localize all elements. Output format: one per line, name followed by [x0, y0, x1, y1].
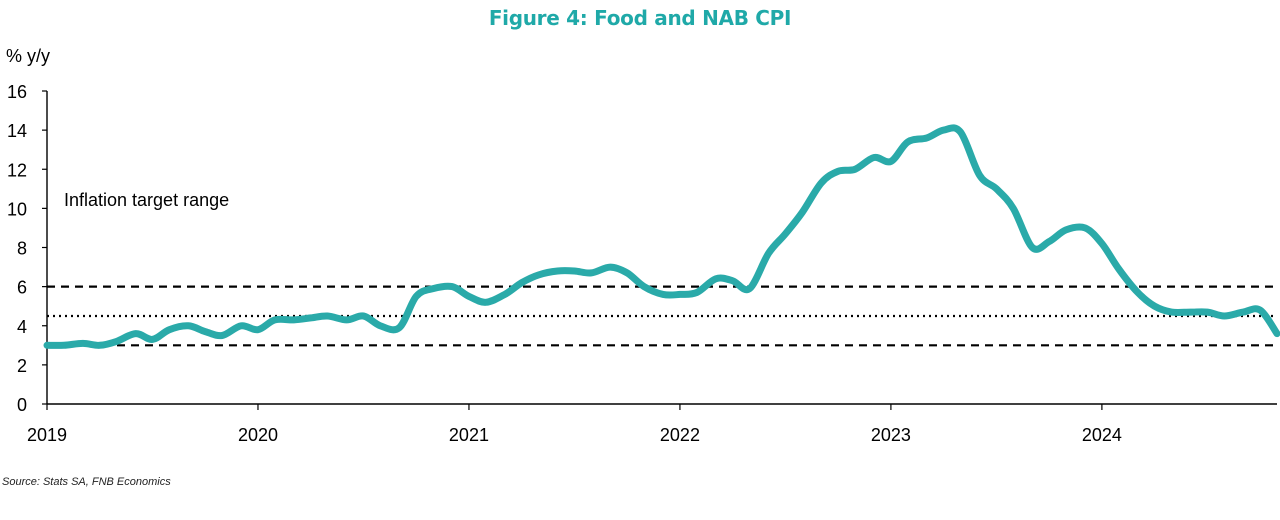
data-point	[205, 331, 206, 332]
y-tick-label: 14	[7, 121, 27, 141]
data-point	[504, 294, 505, 295]
data-point	[1154, 306, 1155, 307]
data-point	[363, 316, 364, 317]
data-point	[732, 280, 733, 281]
y-tick-label: 16	[7, 82, 27, 102]
data-point	[293, 319, 294, 320]
data-point	[663, 294, 664, 295]
x-tick-label: 2022	[660, 425, 700, 445]
y-tick-label: 10	[7, 199, 27, 219]
data-point	[169, 329, 170, 330]
data-point	[979, 175, 980, 176]
data-point	[433, 288, 434, 289]
data-point	[274, 319, 275, 320]
y-tick-label: 4	[17, 317, 27, 337]
data-point	[399, 327, 400, 328]
data-point	[1013, 208, 1014, 209]
data-point	[926, 137, 927, 138]
data-point	[1118, 269, 1119, 270]
data-point	[610, 267, 611, 268]
data-point	[188, 325, 189, 326]
y-tick-label: 12	[7, 160, 27, 180]
x-tick-label: 2021	[449, 425, 489, 445]
y-tick-label: 6	[17, 278, 27, 298]
y-tick-label: 2	[17, 356, 27, 376]
data-point	[1260, 310, 1261, 311]
data-point	[1137, 292, 1138, 293]
x-tick-label: 2023	[871, 425, 911, 445]
data-point	[1101, 243, 1102, 244]
chart-plot: 0 2 4 6 8 10 12 14 16 2019 2020 2021 2022 2023 2024 In…	[7, 82, 1280, 445]
data-point	[1243, 312, 1244, 313]
data-point	[469, 296, 470, 297]
data-point	[485, 302, 486, 303]
data-point	[943, 130, 944, 131]
data-point	[768, 253, 769, 254]
chart-title: Figure 4: Food and NAB CPI	[488, 6, 792, 30]
data-point	[310, 317, 311, 318]
x-tick-label: 2020	[238, 425, 278, 445]
data-point	[838, 171, 839, 172]
reference-lines	[47, 285, 1277, 347]
data-point	[258, 329, 259, 330]
data-point	[538, 274, 539, 275]
data-point	[996, 188, 997, 189]
data-point	[152, 339, 153, 340]
data-point	[557, 271, 558, 272]
data-point	[802, 212, 803, 213]
data-point	[960, 132, 961, 133]
data-point	[1066, 229, 1067, 230]
data-point	[591, 272, 592, 273]
data-point	[715, 278, 716, 279]
data-point	[627, 272, 628, 273]
data-point	[821, 182, 822, 183]
data-point	[116, 341, 117, 342]
data-point	[749, 288, 750, 289]
data-point	[452, 286, 453, 287]
y-axis-label: % y/y	[6, 46, 51, 66]
data-point	[346, 319, 347, 320]
data-point	[1224, 316, 1225, 317]
data-point	[1032, 247, 1033, 248]
data-point	[1277, 333, 1278, 334]
data-point	[135, 333, 136, 334]
data-point	[1049, 241, 1050, 242]
data-point	[82, 343, 83, 344]
data-point	[644, 286, 645, 287]
data-point	[222, 335, 223, 336]
data-point	[1190, 312, 1191, 313]
y-tick-label: 0	[17, 395, 27, 415]
target-range-annotation: Inflation target range	[64, 190, 229, 210]
source-note: Source: Stats SA, FNB Economics	[2, 476, 171, 488]
data-point	[1085, 227, 1086, 228]
data-point	[1171, 312, 1172, 313]
data-point	[907, 141, 908, 142]
x-tick-label: 2019	[27, 425, 67, 445]
axes: 0 2 4 6 8 10 12 14 16 2019 2020 2021 2022 2023 2024	[7, 82, 1277, 445]
data-point	[99, 345, 100, 346]
x-tick-label: 2024	[1082, 425, 1122, 445]
data-point	[785, 233, 786, 234]
series-line	[43, 124, 1280, 349]
data-point	[855, 169, 856, 170]
y-tick-label: 8	[17, 239, 27, 259]
data-point	[47, 345, 48, 346]
data-point	[679, 294, 680, 295]
data-point	[574, 271, 575, 272]
data-point	[380, 325, 381, 326]
data-point	[874, 157, 875, 158]
data-point	[241, 325, 242, 326]
data-point	[521, 282, 522, 283]
data-point	[416, 296, 417, 297]
data-point	[890, 161, 891, 162]
data-point	[327, 316, 328, 317]
data-point	[1207, 312, 1208, 313]
data-point	[63, 345, 64, 346]
series-layer	[43, 124, 1280, 349]
data-point	[696, 292, 697, 293]
